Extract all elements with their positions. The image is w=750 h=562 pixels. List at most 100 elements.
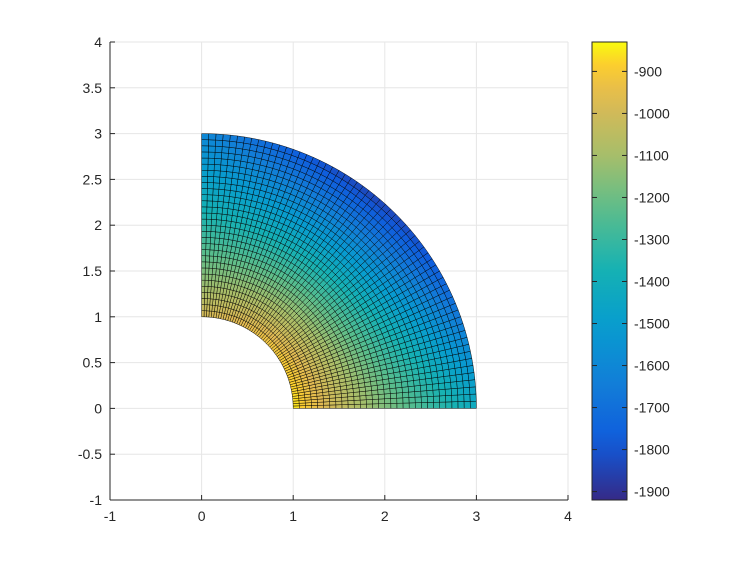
mesh-cell bbox=[220, 219, 227, 228]
mesh-cell bbox=[210, 219, 217, 226]
colorbar-tick-label: -1800 bbox=[634, 442, 670, 458]
mesh-cell bbox=[207, 163, 215, 171]
mesh-cell bbox=[233, 159, 242, 168]
mesh-cell bbox=[413, 385, 422, 392]
mesh-cell bbox=[323, 404, 331, 409]
mesh-cell bbox=[201, 163, 209, 171]
mesh-cell bbox=[201, 212, 207, 220]
mesh-cell bbox=[207, 286, 212, 293]
mesh-cell bbox=[223, 195, 230, 203]
mesh-cell bbox=[213, 243, 220, 251]
mesh-cell bbox=[208, 274, 213, 281]
mesh-field bbox=[201, 133, 477, 409]
mesh-cell bbox=[329, 404, 337, 409]
mesh-cell bbox=[209, 255, 214, 263]
mesh-cell bbox=[347, 404, 355, 409]
mesh-cell bbox=[201, 145, 209, 153]
mesh-cell bbox=[466, 365, 475, 374]
mesh-cell bbox=[335, 404, 343, 409]
mesh-cell bbox=[443, 375, 451, 384]
mesh-cell bbox=[207, 176, 214, 183]
mesh-cell bbox=[207, 280, 212, 287]
mesh-cell bbox=[201, 200, 208, 208]
mesh-cell bbox=[226, 159, 235, 167]
mesh-cell bbox=[353, 399, 361, 405]
mesh-cell bbox=[420, 396, 428, 403]
mesh-cell bbox=[420, 390, 428, 398]
mesh-cell bbox=[207, 170, 215, 177]
mesh-cell bbox=[220, 158, 229, 166]
y-tick-label: 3 bbox=[94, 126, 102, 142]
mesh-cell bbox=[219, 176, 227, 184]
mesh-cell bbox=[215, 133, 224, 141]
mesh-cell bbox=[359, 395, 367, 401]
mesh-cell bbox=[414, 396, 422, 404]
mesh-cell bbox=[219, 232, 225, 240]
mesh-cell bbox=[457, 387, 465, 396]
mesh-cell bbox=[227, 153, 236, 161]
mesh-cell bbox=[390, 397, 398, 404]
mesh-cell bbox=[438, 388, 446, 397]
x-tick-label: -1 bbox=[104, 508, 117, 524]
mesh-cell bbox=[243, 136, 252, 145]
mesh-cell bbox=[201, 304, 205, 311]
mesh-cell bbox=[377, 389, 385, 395]
x-axis: -1 0 1 2 3 4 bbox=[104, 495, 572, 524]
mesh-cell bbox=[236, 135, 245, 144]
mesh-cell bbox=[469, 393, 477, 402]
colorbar-tick-label: -1700 bbox=[634, 400, 670, 416]
mesh-cell bbox=[220, 152, 229, 160]
mesh-cell bbox=[227, 202, 235, 210]
mesh-cell bbox=[221, 140, 230, 148]
mesh-cell bbox=[228, 196, 236, 204]
mesh-cell bbox=[204, 279, 209, 287]
mesh-cell bbox=[329, 401, 337, 406]
mesh-cell bbox=[226, 165, 234, 173]
mesh-cell bbox=[229, 134, 238, 143]
mesh-cell bbox=[407, 385, 415, 393]
mesh-cell bbox=[220, 164, 228, 172]
mesh-cell bbox=[384, 403, 392, 409]
mesh-cell bbox=[218, 182, 226, 191]
mesh-cell bbox=[201, 310, 205, 318]
y-tick-label: -1 bbox=[90, 492, 103, 508]
mesh-cell bbox=[371, 389, 379, 396]
mesh-cell bbox=[436, 369, 445, 378]
mesh-cell bbox=[217, 201, 224, 209]
mesh-cell bbox=[378, 403, 386, 409]
mesh-cell bbox=[212, 262, 218, 269]
mesh-cell bbox=[463, 394, 471, 402]
mesh-cell bbox=[213, 164, 222, 172]
mesh-cell bbox=[372, 398, 379, 405]
mesh-cell bbox=[209, 249, 215, 257]
mesh-cell bbox=[225, 171, 233, 179]
mesh-cell bbox=[402, 397, 410, 404]
mesh-cell bbox=[317, 401, 324, 406]
mesh-cell bbox=[214, 231, 221, 239]
mesh-cell bbox=[230, 178, 239, 186]
mesh-cell bbox=[205, 249, 211, 257]
mesh-cell bbox=[341, 400, 349, 405]
mesh-cell bbox=[206, 188, 214, 196]
y-tick-label: 1.5 bbox=[83, 263, 103, 279]
mesh-cell bbox=[424, 371, 432, 380]
mesh-cell bbox=[292, 405, 300, 409]
mesh-cell bbox=[425, 377, 433, 386]
mesh-cell bbox=[205, 261, 210, 269]
mesh-cell bbox=[353, 395, 361, 401]
mesh-cell bbox=[204, 292, 208, 299]
y-tick-label: 3.5 bbox=[83, 80, 103, 96]
mesh-cell bbox=[439, 395, 447, 403]
mesh-cell bbox=[311, 405, 318, 409]
colorbar-tick-label: -1400 bbox=[634, 274, 670, 290]
mesh-cell bbox=[210, 225, 217, 233]
mesh-cell bbox=[201, 157, 209, 165]
mesh-cell bbox=[213, 249, 219, 257]
mesh-cell bbox=[201, 139, 209, 147]
mesh-cell bbox=[213, 170, 221, 178]
mesh-cell bbox=[439, 401, 447, 409]
mesh-cell bbox=[201, 298, 205, 305]
mesh-cell bbox=[224, 177, 233, 185]
mesh-cell bbox=[468, 379, 476, 388]
